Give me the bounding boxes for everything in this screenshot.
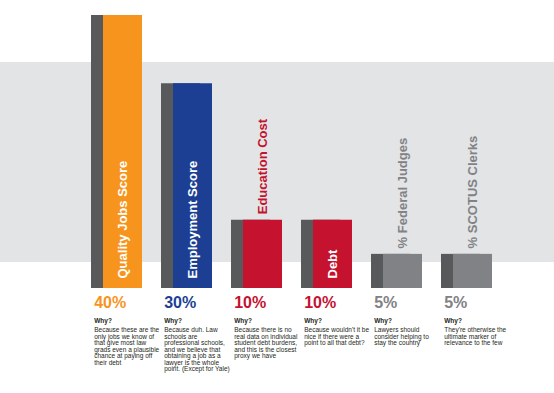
svg-text:Why?: Why? [94,317,112,325]
svg-text:Employment Score: Employment Score [185,161,200,279]
svg-text:Because there is noreal data o: Because there is noreal data on individu… [234,326,298,360]
svg-text:Debt: Debt [325,249,340,279]
svg-text:Because wouldn't it benice if: Because wouldn't it benice if there were… [304,326,369,347]
svg-text:5%: 5% [374,294,397,311]
svg-text:Education Cost: Education Cost [255,118,270,214]
svg-text:Why?: Why? [234,317,252,325]
svg-text:Why?: Why? [374,317,392,325]
svg-text:5%: 5% [444,294,467,311]
svg-text:Because duh. Lawschools arepro: Because duh. Lawschools areprofessional … [164,326,230,373]
svg-text:Why?: Why? [304,317,322,325]
svg-text:They're otherwise theultimate: They're otherwise theultimate marker ofr… [444,326,506,346]
svg-text:Lawyers shouldconsider helping: Lawyers shouldconsider helping tostay th… [374,326,429,347]
svg-text:10%: 10% [304,294,336,311]
svg-text:10%: 10% [234,294,266,311]
svg-text:% SCOTUS Clerks: % SCOTUS Clerks [465,136,480,249]
svg-text:30%: 30% [164,294,196,311]
svg-text:% Federal Judges: % Federal Judges [395,138,410,249]
svg-text:Why?: Why? [164,317,182,325]
svg-text:Because these are theonly jobs: Because these are theonly jobs we know o… [94,326,159,366]
svg-text:Why?: Why? [444,317,462,325]
svg-text:Quality Jobs Score: Quality Jobs Score [115,161,130,279]
svg-text:40%: 40% [94,294,126,311]
